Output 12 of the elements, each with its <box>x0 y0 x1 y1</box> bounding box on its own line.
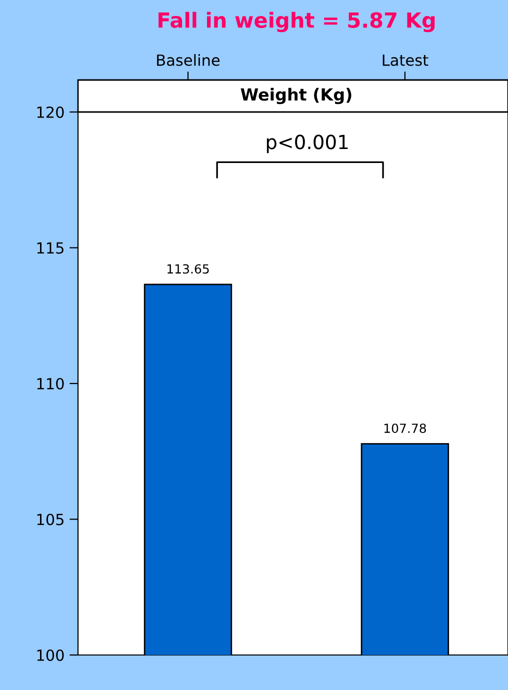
annotation: p<0.001 <box>266 134 348 154</box>
y-tick-label: 115 <box>37 242 64 254</box>
y-tick-label: 100 <box>37 649 64 662</box>
chart-subtitle: Weight (Kg) <box>240 88 352 104</box>
y-tick-label: 120 <box>37 106 64 118</box>
data-label: 107.78 <box>384 424 426 434</box>
y-tick-label: 105 <box>37 514 64 526</box>
y-tick-label: 110 <box>37 378 64 390</box>
chart-title: Fall in weight = 5.87 Kg <box>158 12 435 32</box>
x-tick-label: Latest <box>382 54 428 66</box>
data-label: 113.65 <box>168 264 209 274</box>
x-tick-label: Baseline <box>157 54 220 66</box>
